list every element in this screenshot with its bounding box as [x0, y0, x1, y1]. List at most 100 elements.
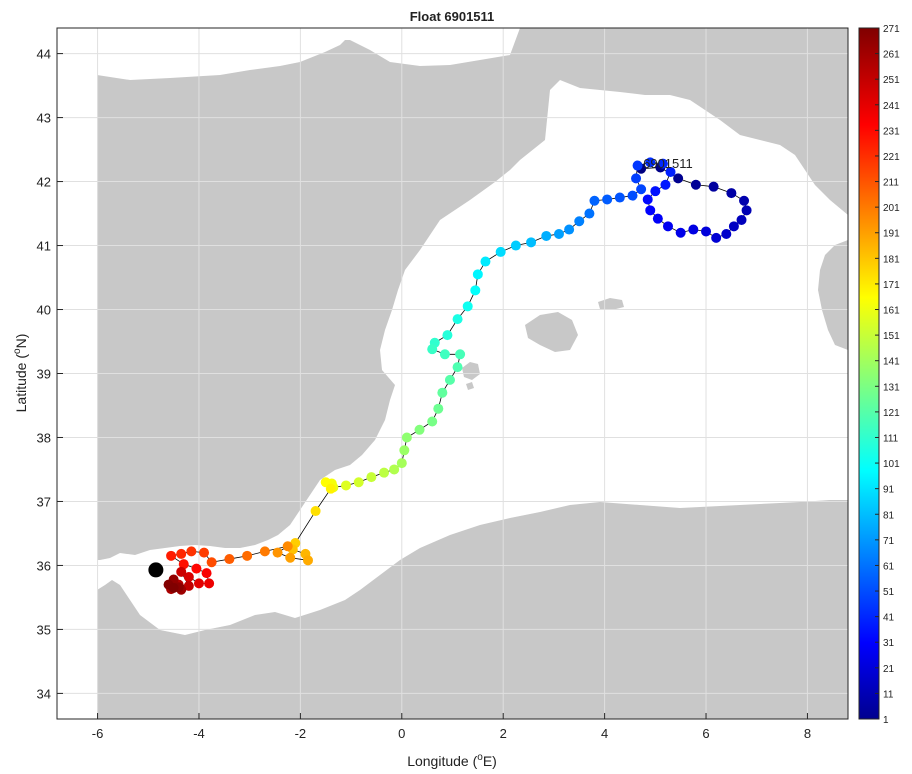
track-point — [472, 269, 483, 280]
track-point — [708, 181, 719, 192]
y-tick-label: 38 — [37, 430, 51, 445]
track-point — [470, 285, 481, 296]
track-point — [242, 550, 253, 561]
track-point — [721, 229, 732, 240]
y-tick-label: 44 — [37, 47, 51, 62]
colorbar-ticks: 1112131415161718191101111121131141151161… — [875, 24, 900, 726]
track-point — [427, 416, 438, 427]
x-axis-ticks: -6 -4 -2 0 2 4 6 8 — [92, 713, 811, 741]
track-point — [399, 445, 410, 456]
track-point — [701, 226, 712, 237]
colorbar-tick-label: 71 — [883, 536, 895, 547]
track-point — [602, 194, 613, 205]
y-tick-label: 36 — [37, 558, 51, 573]
y-tick-label: 37 — [37, 494, 51, 509]
track-point — [199, 547, 210, 558]
track-point — [631, 173, 642, 184]
track-point — [636, 184, 647, 195]
track-point — [736, 214, 747, 225]
colorbar-gradient — [858, 27, 880, 720]
x-tick-label: -2 — [295, 726, 307, 741]
track-points — [163, 157, 752, 595]
colorbar-tick-label: 11 — [883, 689, 894, 700]
track-point — [353, 477, 364, 488]
colorbar-tick-label: 81 — [883, 510, 895, 521]
y-tick-label: 34 — [37, 686, 51, 701]
x-tick-label: 6 — [702, 726, 709, 741]
track-point — [193, 578, 204, 589]
colorbar-tick-label: 241 — [883, 101, 900, 112]
track-point — [166, 550, 177, 561]
land-north-africa — [97, 500, 848, 719]
colorbar-tick-label: 31 — [883, 638, 895, 649]
x-axis-label: Longitude (oE) — [407, 752, 497, 769]
y-axis-ticks: 34 35 36 37 38 39 40 41 42 43 44 — [37, 47, 63, 701]
track-point — [224, 554, 235, 565]
land-france-italy — [560, 28, 848, 215]
track-point — [726, 188, 737, 199]
track-point — [495, 246, 506, 257]
track-point — [341, 480, 352, 491]
track-point — [183, 571, 194, 582]
track-point — [510, 240, 521, 251]
colorbar-tick-label: 151 — [883, 331, 900, 342]
track-point — [444, 374, 455, 385]
track-point — [645, 205, 656, 216]
x-tick-label: 0 — [398, 726, 405, 741]
track-point — [711, 232, 722, 243]
track-point — [614, 192, 625, 203]
colorbar-tick-label: 91 — [883, 485, 895, 496]
track-point — [433, 403, 444, 414]
y-tick-label: 40 — [37, 303, 51, 318]
colorbar-tick-label: 101 — [883, 459, 900, 470]
y-tick-label: 41 — [37, 239, 51, 254]
track-point — [396, 458, 407, 469]
float-id-annotation: 6901511 — [643, 156, 693, 171]
track-point — [589, 195, 600, 206]
track-point — [675, 227, 686, 238]
chart-title: Float 6901511 — [410, 9, 495, 24]
colorbar-tick-label: 121 — [883, 408, 900, 419]
track-point — [652, 213, 663, 224]
track-point — [673, 173, 684, 184]
y-tick-label: 35 — [37, 622, 51, 637]
map-plot-area: 6901511 -6 -4 -2 0 2 4 6 8 34 35 36 37 38 39 40 41 42 43… — [37, 27, 849, 741]
track-point — [553, 229, 564, 240]
track-point — [310, 506, 321, 517]
colorbar-tick-label: 181 — [883, 254, 900, 265]
x-tick-label: 2 — [500, 726, 507, 741]
track-point — [183, 580, 194, 591]
track-point — [168, 582, 179, 593]
colorbar-tick-label: 201 — [883, 203, 900, 214]
y-tick-label: 43 — [37, 111, 51, 126]
track-point — [452, 362, 463, 373]
track-point — [645, 157, 656, 168]
track-point — [642, 194, 653, 205]
track-point — [526, 237, 537, 248]
x-tick-label: 8 — [804, 726, 811, 741]
track-point — [688, 224, 699, 235]
track-point — [442, 330, 453, 341]
track-point — [660, 179, 671, 190]
colorbar-tick-label: 21 — [883, 664, 895, 675]
x-tick-label: -6 — [92, 726, 104, 741]
land-sardinia — [818, 240, 848, 350]
land-mallorca — [525, 312, 578, 352]
colorbar-tick-label: 191 — [883, 229, 900, 240]
track-point — [462, 301, 473, 312]
track-point — [437, 387, 448, 398]
track-point — [379, 467, 390, 478]
colorbar: 1112131415161718191101111121131141151161… — [858, 24, 900, 726]
track-point — [657, 158, 668, 169]
track-point — [627, 190, 638, 201]
track-point — [480, 256, 491, 267]
colorbar-tick-label: 141 — [883, 357, 900, 368]
colorbar-tick-label: 161 — [883, 306, 900, 317]
track-point — [191, 563, 202, 574]
track-point — [272, 547, 283, 558]
colorbar-tick-label: 221 — [883, 152, 900, 163]
y-axis-label: Latitude (oN) — [12, 334, 29, 413]
track-point — [632, 160, 643, 171]
colorbar-tick-label: 271 — [883, 24, 900, 35]
